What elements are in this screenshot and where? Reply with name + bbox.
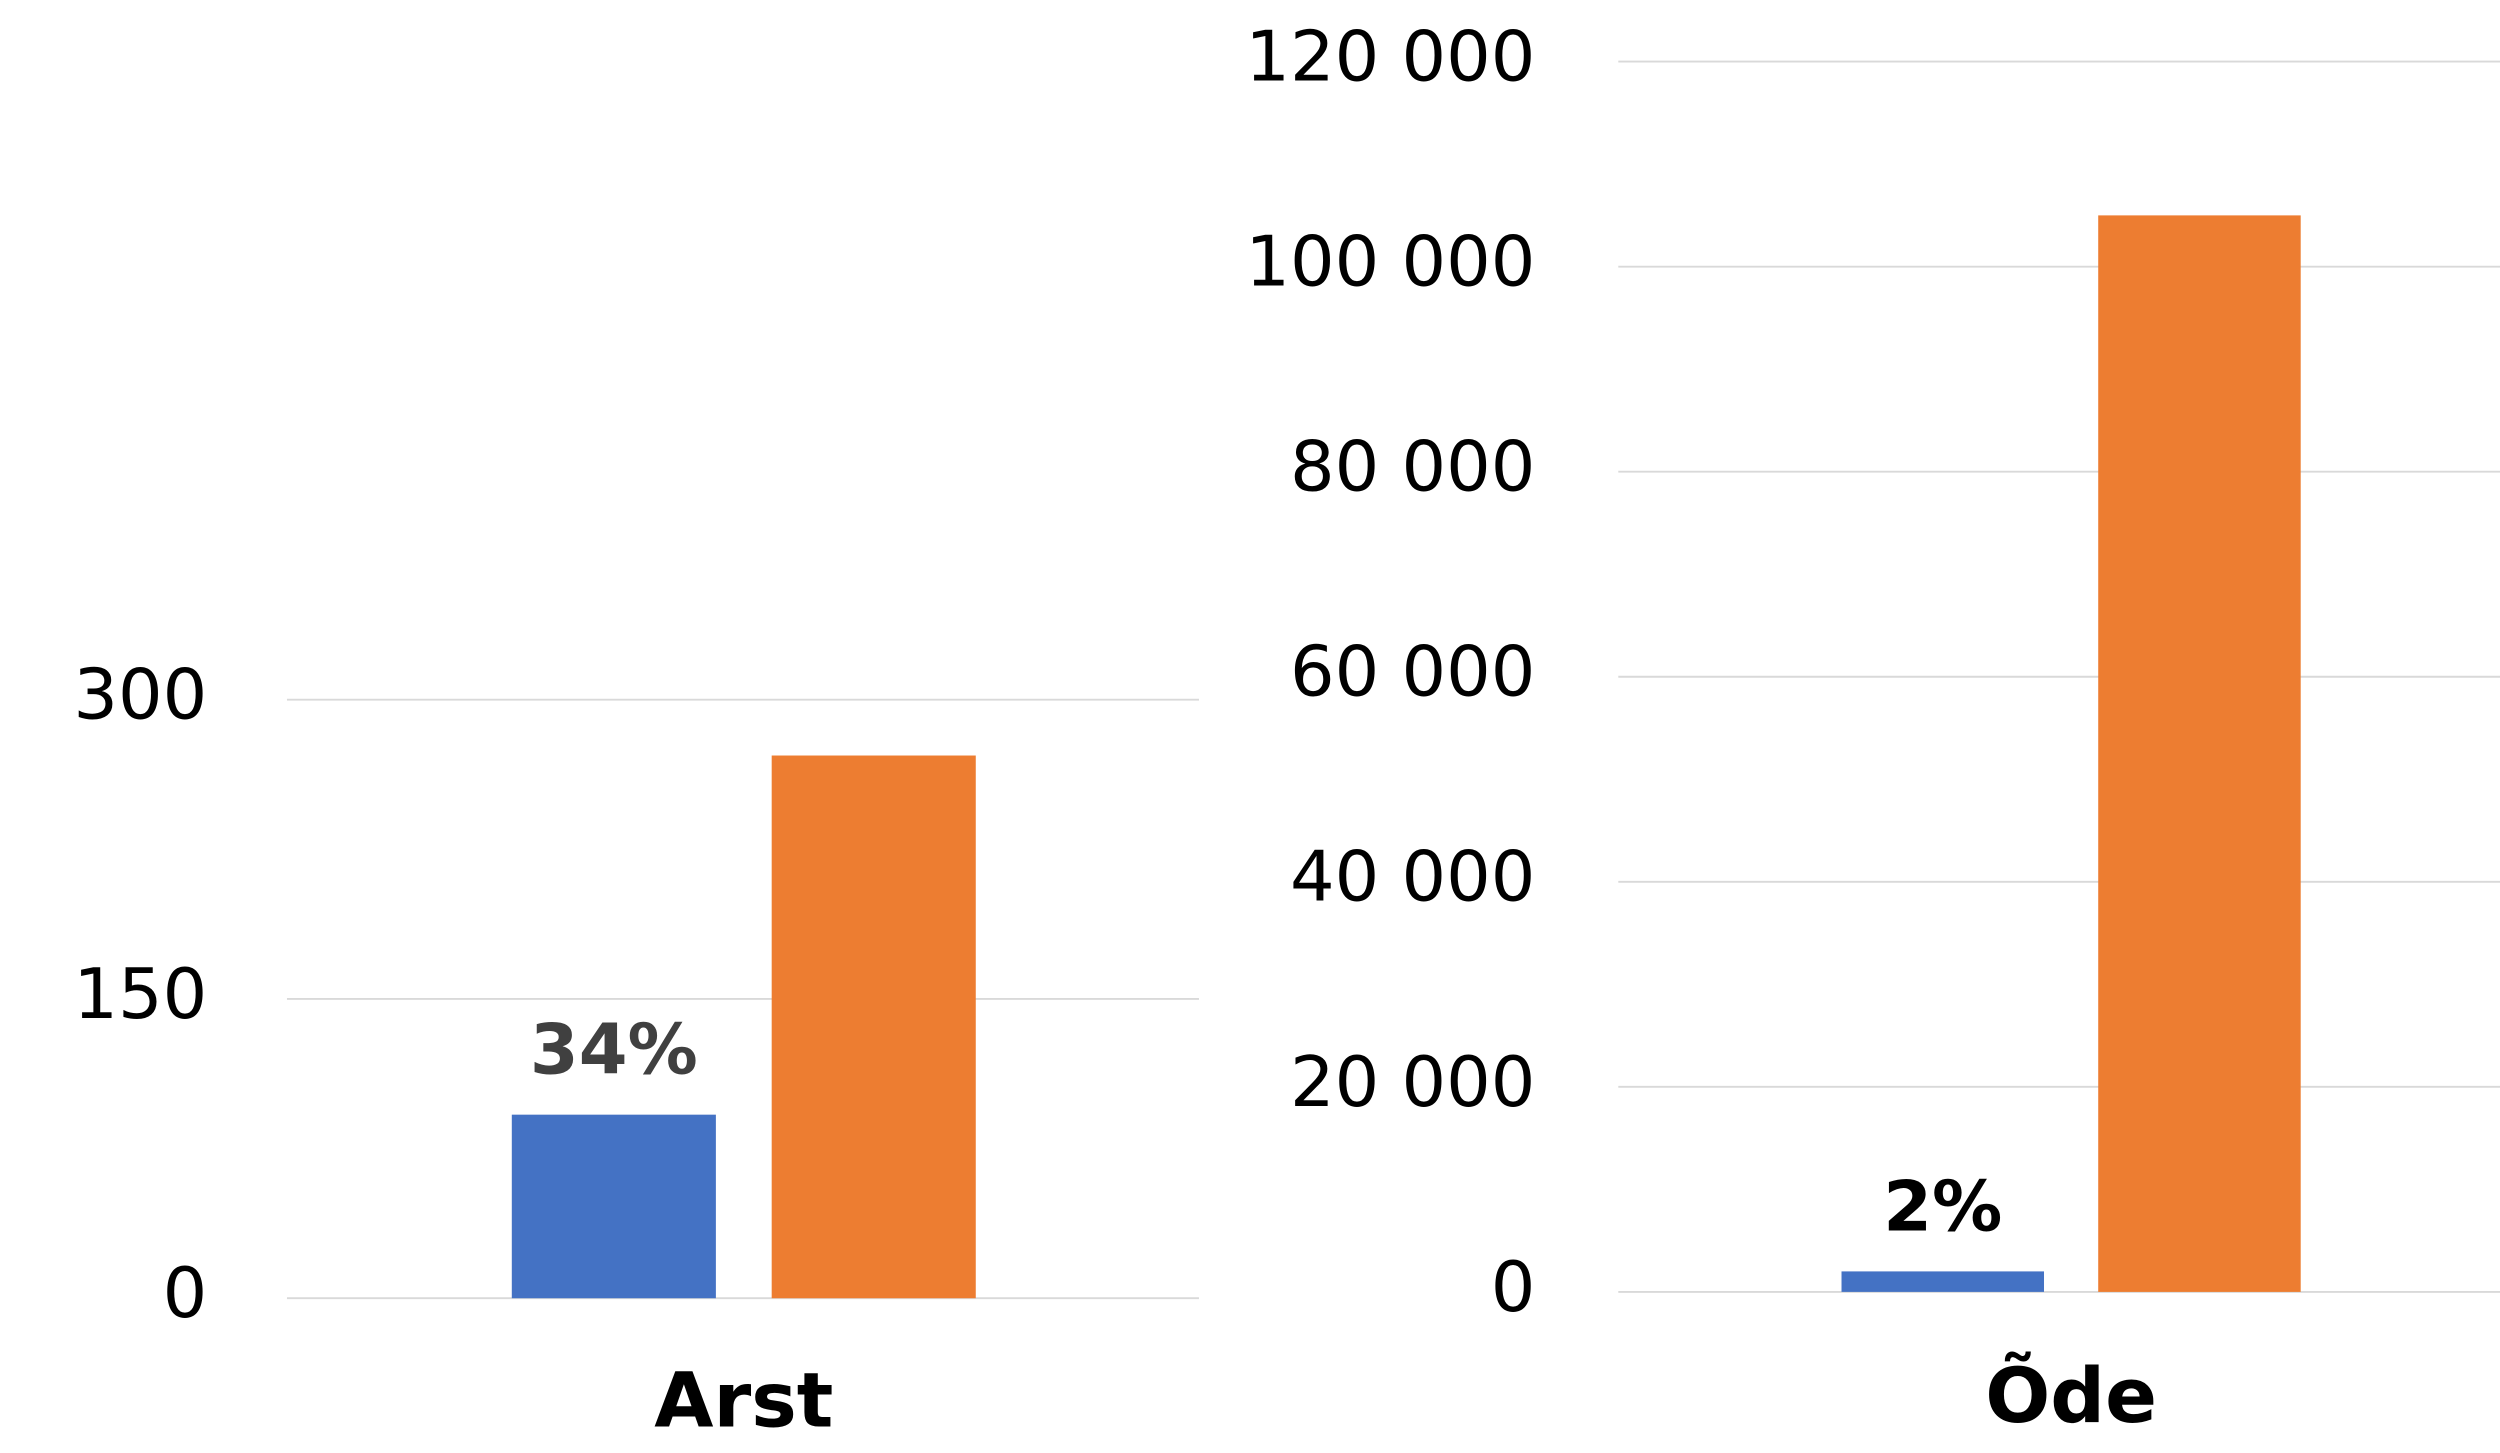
y-tick-label: 80 000 [1290, 427, 1535, 508]
y-tick-label: 0 [1491, 1247, 1536, 1328]
y-tick-label: 40 000 [1290, 837, 1535, 918]
bar-annotation: 2% [1883, 1167, 2002, 1248]
x-tick-label: Õde [1985, 1350, 2157, 1440]
bar [2098, 215, 2301, 1292]
bar [1841, 1271, 2045, 1292]
bar-annotation: 34% [530, 1010, 698, 1091]
y-tick-label: 100 000 [1245, 222, 1535, 303]
y-tick-label: 60 000 [1290, 632, 1535, 713]
y-tick-label: 0 [163, 1253, 208, 1334]
y-tick-label: 300 [73, 655, 207, 736]
y-tick-label: 150 [73, 954, 207, 1035]
y-tick-label: 120 000 [1245, 17, 1535, 98]
x-tick-label: Arst [654, 1356, 833, 1445]
bar [771, 755, 976, 1299]
bar [511, 1114, 716, 1299]
y-tick-label: 20 000 [1290, 1042, 1535, 1123]
